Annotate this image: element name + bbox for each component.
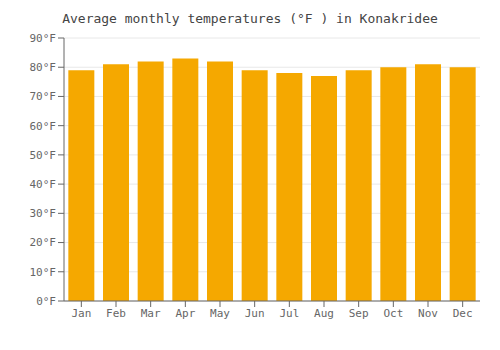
svg-text:70°F: 70°F	[30, 90, 57, 103]
svg-text:60°F: 60°F	[30, 120, 57, 133]
svg-text:Feb: Feb	[106, 307, 126, 320]
svg-text:10°F: 10°F	[30, 266, 57, 279]
svg-text:40°F: 40°F	[30, 178, 57, 191]
svg-text:Aug: Aug	[314, 307, 334, 320]
svg-text:Jun: Jun	[245, 307, 265, 320]
svg-text:80°F: 80°F	[30, 61, 57, 74]
svg-text:20°F: 20°F	[30, 236, 57, 249]
svg-text:Jan: Jan	[71, 307, 91, 320]
html-text:Average monthly temperatures (: Average monthly temperatures (°F ) in Ko…	[62, 11, 438, 26]
svg-text:Apr: Apr	[175, 307, 195, 320]
svg-text:Jul: Jul	[279, 307, 299, 320]
svg-text:0°F: 0°F	[36, 295, 56, 308]
svg-text:50°F: 50°F	[30, 149, 57, 162]
svg-text:30°F: 30°F	[30, 207, 57, 220]
svg-text:Oct: Oct	[383, 307, 403, 320]
svg-text:Mar: Mar	[141, 307, 161, 320]
svg-text:Nov: Nov	[418, 307, 438, 320]
svg-text:Dec: Dec	[453, 307, 473, 320]
svg-text:May: May	[210, 307, 230, 320]
svg-text:Sep: Sep	[349, 307, 369, 320]
svg-text:90°F: 90°F	[30, 32, 57, 45]
